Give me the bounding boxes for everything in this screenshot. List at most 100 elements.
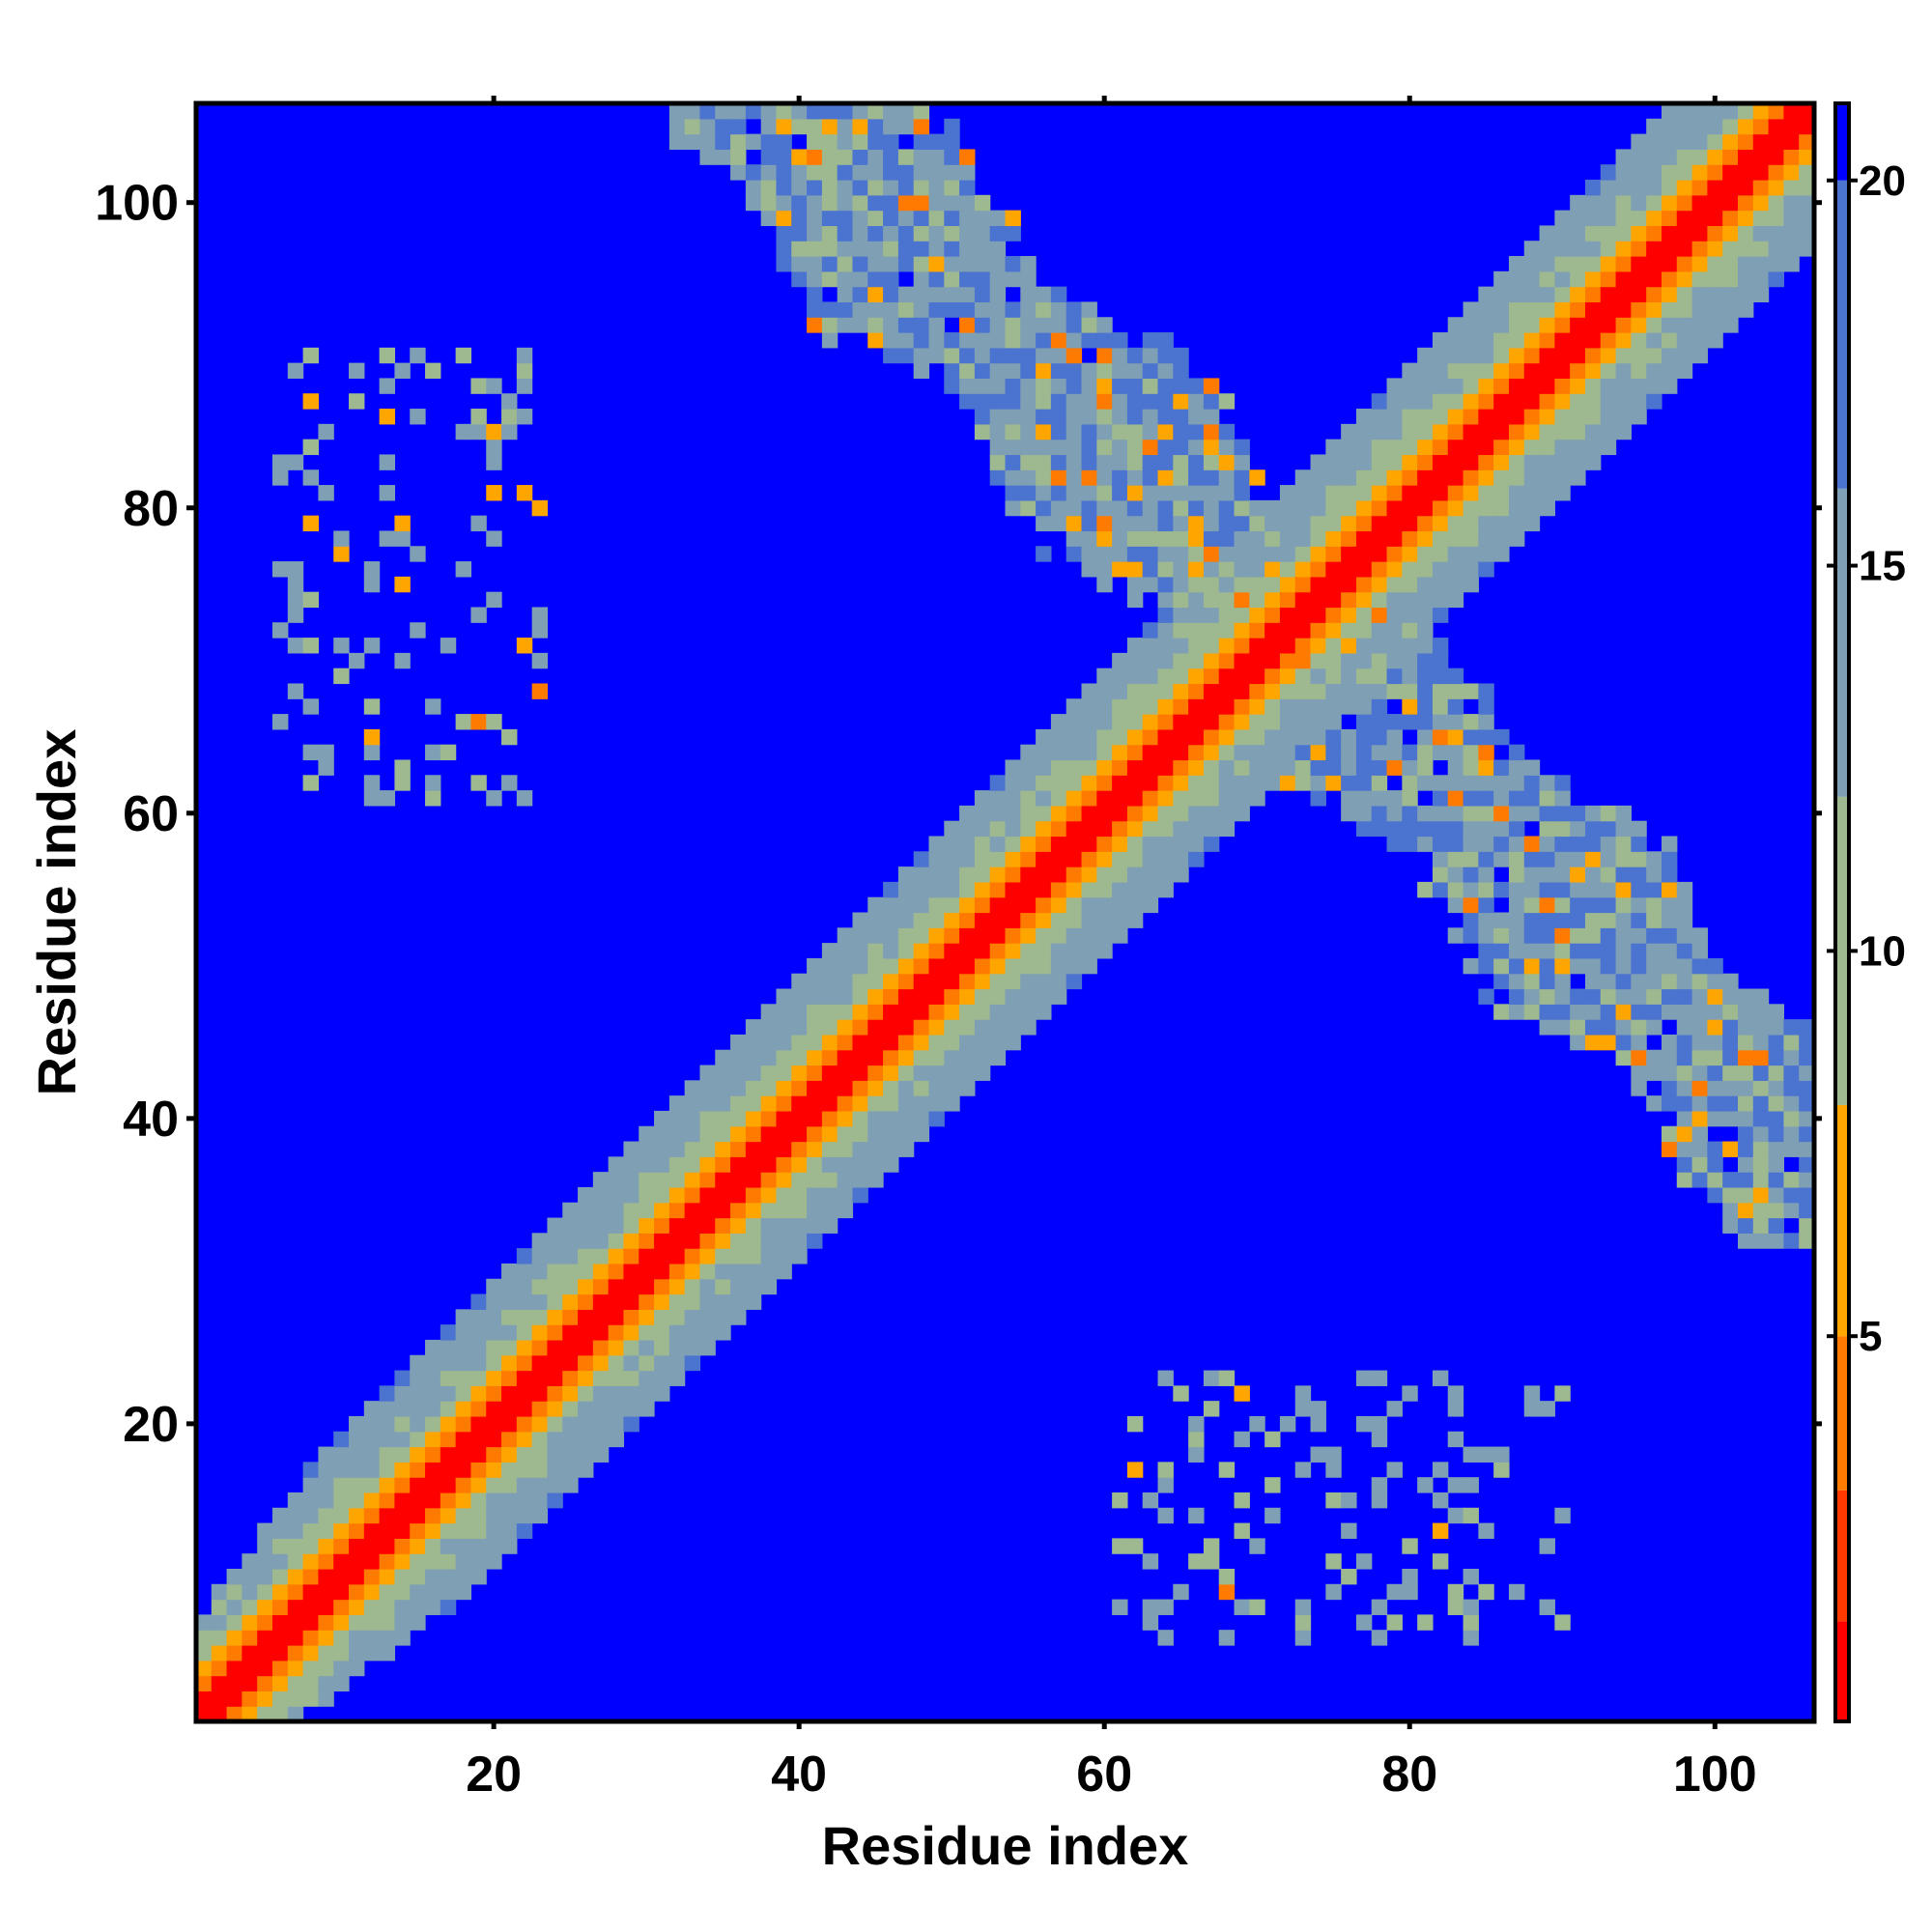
heatmap-cell — [1126, 805, 1144, 822]
heatmap-cell — [1584, 393, 1602, 410]
heatmap-cell — [531, 622, 549, 639]
heatmap-cell — [852, 301, 868, 318]
heatmap-cell — [699, 1110, 716, 1127]
heatmap-cell — [928, 1049, 945, 1066]
heatmap-cell — [883, 210, 899, 227]
heatmap-cell — [608, 1217, 625, 1234]
heatmap-cell — [1447, 1477, 1464, 1493]
heatmap-cell — [287, 1706, 304, 1722]
heatmap-cell — [639, 1233, 655, 1249]
heatmap-cell — [1310, 469, 1326, 486]
heatmap-cell — [1371, 790, 1388, 807]
heatmap-cell — [1646, 241, 1662, 257]
heatmap-cell — [1126, 469, 1144, 486]
heatmap-cell — [928, 1034, 945, 1051]
heatmap-cell — [1264, 652, 1281, 669]
heatmap-cell — [272, 561, 289, 578]
heatmap-cell — [1432, 546, 1449, 562]
heatmap-cell — [715, 1233, 731, 1249]
heatmap-cell — [1112, 409, 1128, 425]
heatmap-cell — [1142, 347, 1159, 364]
heatmap-cell — [562, 1233, 579, 1249]
heatmap-cell — [1508, 530, 1525, 547]
heatmap-cell — [913, 1095, 930, 1112]
heatmap-cell — [302, 1644, 320, 1662]
heatmap-cell — [1646, 362, 1662, 380]
heatmap-cell — [1584, 194, 1602, 212]
heatmap-cell — [1096, 378, 1113, 394]
heatmap-cell — [257, 1568, 273, 1585]
heatmap-cell — [807, 988, 823, 1005]
heatmap-cell — [287, 561, 304, 578]
heatmap-cell — [287, 1660, 304, 1677]
heatmap-cell — [1157, 530, 1174, 547]
heatmap-cell — [1493, 454, 1510, 470]
heatmap-cell — [1112, 698, 1128, 715]
heatmap-cell — [776, 241, 792, 257]
heatmap-cell — [760, 1186, 778, 1204]
heatmap-cell — [1539, 896, 1555, 914]
heatmap-cell — [318, 1492, 334, 1509]
heatmap-cell — [425, 1354, 441, 1372]
heatmap-cell — [1600, 820, 1617, 838]
heatmap-cell — [333, 1599, 350, 1615]
heatmap-cell — [1646, 851, 1662, 867]
heatmap-cell — [226, 1706, 242, 1722]
heatmap-cell — [1188, 1446, 1205, 1463]
heatmap-cell — [1371, 454, 1388, 470]
heatmap-cell — [562, 1202, 579, 1219]
heatmap-cell — [578, 1278, 594, 1295]
heatmap-cell — [639, 1354, 655, 1372]
heatmap-cell — [1005, 851, 1021, 867]
heatmap-cell — [684, 1233, 701, 1249]
heatmap-cell — [1447, 423, 1464, 440]
heatmap-cell — [1615, 881, 1632, 898]
heatmap-cell — [531, 1233, 549, 1249]
heatmap-cell — [1615, 1049, 1632, 1066]
heatmap-cell — [1799, 1186, 1815, 1204]
heatmap-cell — [1036, 943, 1052, 959]
heatmap-cell — [1386, 607, 1403, 623]
heatmap-cell — [578, 1401, 594, 1417]
heatmap-cell — [1341, 698, 1357, 715]
heatmap-cell — [1294, 683, 1312, 699]
heatmap-cell — [1463, 820, 1479, 838]
heatmap-cell — [1081, 896, 1097, 914]
heatmap-cell — [1005, 927, 1021, 944]
heatmap-cell — [623, 1324, 639, 1341]
heatmap-cell — [1463, 881, 1479, 898]
heatmap-cell — [837, 1034, 854, 1051]
heatmap-cell — [1508, 286, 1525, 303]
heatmap-cell — [516, 1385, 533, 1402]
heatmap-cell — [1646, 256, 1662, 272]
heatmap-cell — [562, 1293, 579, 1310]
heatmap-cell — [349, 1477, 365, 1493]
heatmap-cell — [807, 1217, 823, 1234]
heatmap-cell — [1600, 301, 1617, 318]
heatmap-cell — [1447, 1431, 1464, 1448]
heatmap-cell — [1615, 301, 1632, 318]
heatmap-cell — [1402, 683, 1418, 699]
heatmap-cell — [1768, 103, 1784, 120]
heatmap-cell — [196, 1644, 213, 1662]
heatmap-cell — [1126, 561, 1144, 578]
heatmap-cell — [333, 546, 350, 562]
heatmap-cell — [1417, 805, 1434, 822]
heatmap-cell — [1234, 790, 1250, 807]
heatmap-cell — [287, 1599, 304, 1615]
heatmap-cell — [1005, 805, 1021, 822]
y-tick-label: 80 — [123, 481, 179, 537]
heatmap-cell — [1355, 423, 1373, 440]
heatmap-cell — [1341, 652, 1357, 669]
heatmap-cell — [1447, 714, 1464, 730]
heatmap-cell — [1157, 683, 1174, 699]
heatmap-cell — [440, 1462, 457, 1478]
heatmap-cell — [852, 1172, 868, 1188]
heatmap-cell — [944, 180, 960, 196]
heatmap-cell — [715, 133, 731, 150]
heatmap-cell — [1737, 180, 1754, 196]
heatmap-cell — [1447, 1385, 1464, 1402]
heatmap-cell — [1203, 775, 1220, 791]
heatmap-cell — [1203, 1370, 1220, 1386]
heatmap-cell — [715, 1172, 731, 1188]
